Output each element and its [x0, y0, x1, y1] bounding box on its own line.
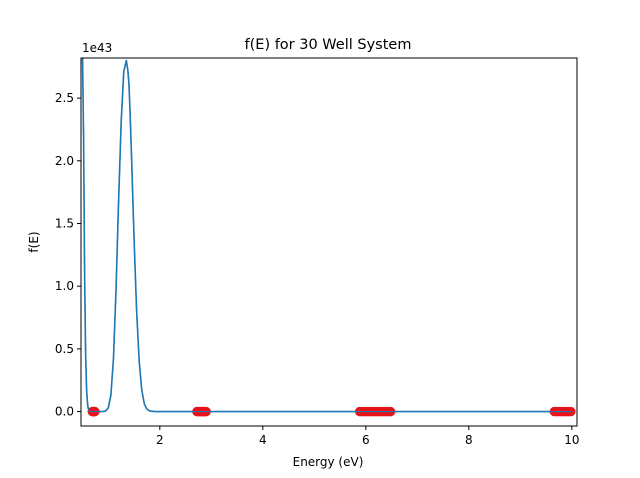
- chart-title: f(E) for 30 Well System: [245, 37, 412, 53]
- x-axis-ticks: 2 4 6 8 10: [156, 426, 579, 447]
- plot-frame: [80, 57, 578, 427]
- y-tick-label: 1.5: [55, 217, 74, 231]
- y-axis-scale-label: 1e43: [82, 41, 112, 55]
- y-tick-label: 0.0: [55, 405, 74, 419]
- x-tick-label: 2: [156, 433, 164, 447]
- series-layer: [81, 58, 576, 417]
- x-axis-label: Energy (eV): [293, 455, 364, 469]
- y-axis-ticks: 0.0 0.5 1.0 1.5 2.0 2.5: [55, 91, 81, 419]
- y-tick-label: 2.0: [55, 154, 74, 168]
- y-tick-label: 2.5: [55, 91, 74, 105]
- x-tick-label: 6: [362, 433, 370, 447]
- series-line-overlay-0: [81, 58, 572, 413]
- plot-area: [80, 57, 578, 427]
- x-tick-label: 8: [465, 433, 473, 447]
- x-tick-label: 4: [259, 433, 267, 447]
- y-axis-label: f(E): [27, 231, 41, 252]
- x-tick-label: 10: [564, 433, 579, 447]
- y-tick-label: 0.5: [55, 342, 74, 356]
- y-tick-label: 1.0: [55, 279, 74, 293]
